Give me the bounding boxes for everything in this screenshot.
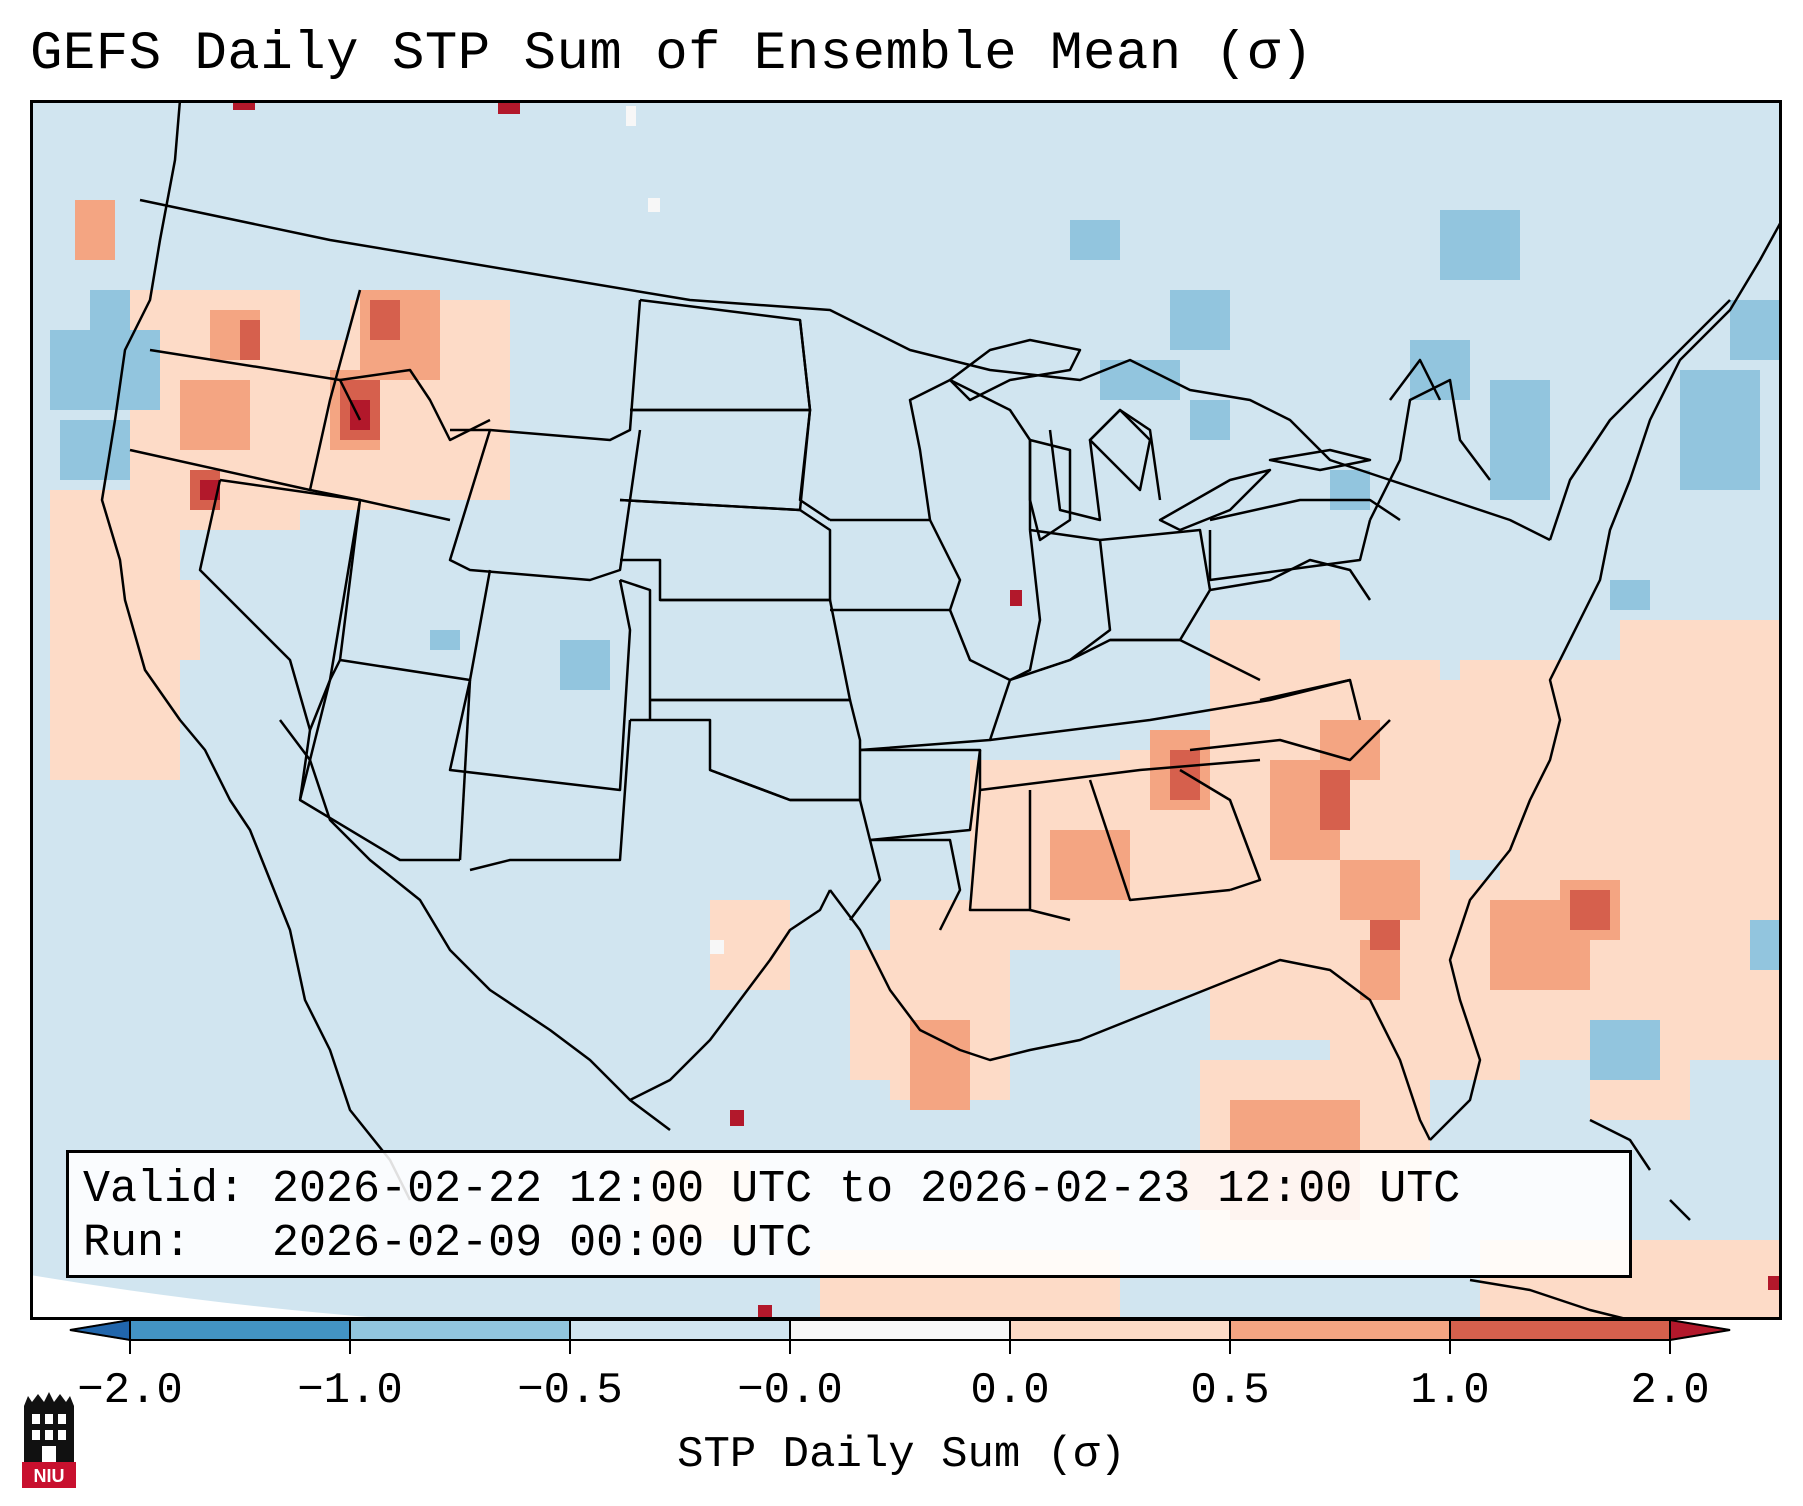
colorbar-tick-label: 1.0 xyxy=(1410,1366,1490,1416)
colorbar-tick-label: −1.0 xyxy=(297,1366,403,1416)
colorbar-tick-label: −2.0 xyxy=(77,1366,183,1416)
map-panel[interactable] xyxy=(30,100,1782,1320)
colorbar-bin xyxy=(350,1320,570,1340)
run-time: 2026-02-09 00:00 UTC xyxy=(272,1218,813,1269)
colorbar-bin xyxy=(570,1320,790,1340)
colorbar-bin xyxy=(790,1320,1010,1340)
colorbar-bin xyxy=(1450,1320,1670,1340)
colorbar-tick-label: 0.0 xyxy=(970,1366,1050,1416)
colorbar-tick-label: −0.0 xyxy=(737,1366,843,1416)
colorbar-bin xyxy=(1230,1320,1450,1340)
run-label: Run: xyxy=(83,1218,192,1269)
colorbar xyxy=(69,1319,1731,1354)
colorbar-tick-label: 2.0 xyxy=(1630,1366,1710,1416)
valid-time: 2026-02-22 12:00 UTC to 2026-02-23 12:00… xyxy=(272,1164,1461,1215)
colorbar-bin xyxy=(130,1320,350,1340)
colorbar-over-arrow xyxy=(1669,1319,1731,1341)
niu-logo-icon: NIU xyxy=(22,1392,76,1488)
colorbar-label: STP Daily Sum (σ) xyxy=(677,1430,1126,1480)
colorbar-bin xyxy=(1010,1320,1230,1340)
negative-anomaly-medium xyxy=(50,210,1782,1080)
map-border xyxy=(30,100,1782,1320)
boundaries xyxy=(100,100,1782,1320)
map-title: GEFS Daily STP Sum of Ensemble Mean (σ) xyxy=(30,24,1314,85)
colorbar-under-arrow xyxy=(69,1319,131,1341)
projection-edge xyxy=(30,1275,407,1320)
valid-run-info-box: Valid: 2026-02-22 12:00 UTC to 2026-02-2… xyxy=(66,1150,1632,1278)
colorbar-tick-label: −0.5 xyxy=(517,1366,623,1416)
neutral-cells xyxy=(626,106,724,954)
stp-map[interactable] xyxy=(30,100,1782,1320)
positive-anomaly-extreme xyxy=(200,100,1782,1320)
logo-text: NIU xyxy=(34,1466,65,1486)
colorbar-tick-label: 0.5 xyxy=(1190,1366,1270,1416)
valid-label: Valid: xyxy=(83,1164,246,1215)
